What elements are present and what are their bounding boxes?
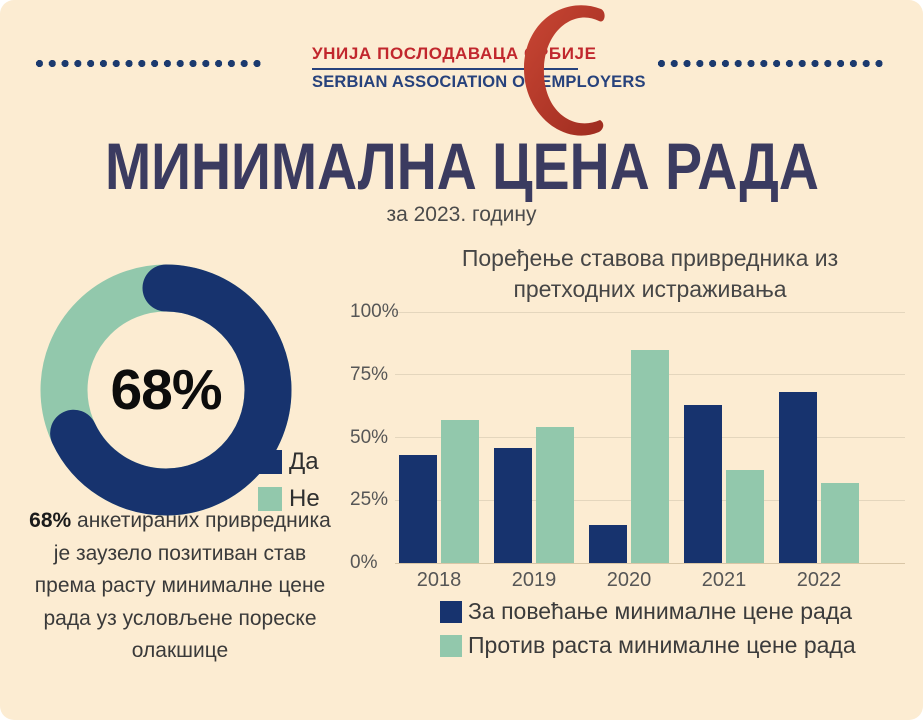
bar xyxy=(536,427,574,563)
x-tick-label: 2018 xyxy=(416,569,462,591)
donut-svg xyxy=(40,264,292,516)
legend-swatch xyxy=(258,450,282,474)
legend-label: За повећање минималне цене рада xyxy=(468,598,853,624)
bar-chart-legend: За повећање минималне цене рада Против ра… xyxy=(440,598,856,666)
donut-description-bold: 68% xyxy=(29,509,72,532)
y-tick-label: 0% xyxy=(350,552,378,573)
bar-chart: 0% 25% 50% 75% 100% 2018 2019 2020 2021 2022 xyxy=(350,300,910,595)
legend-label: Не xyxy=(289,485,320,512)
page-subtitle: за 2023. годину xyxy=(386,203,537,226)
donut-center-value: 68% xyxy=(110,358,222,422)
x-tick-label: 2019 xyxy=(511,569,557,591)
x-tick-label: 2021 xyxy=(701,569,747,591)
chart-legend-item: Против раста минималне цене рада xyxy=(440,632,856,659)
legend-swatch xyxy=(258,487,282,511)
x-tick-label: 2020 xyxy=(606,569,652,591)
bar xyxy=(589,525,627,563)
donut-legend-item: Да xyxy=(258,448,320,476)
bar-group-2022 xyxy=(779,312,859,563)
chart-legend-item: За повећање минималне цене рада xyxy=(440,598,856,625)
legend-swatch xyxy=(440,634,462,657)
bar-plot: 0% 25% 50% 75% 100% xyxy=(350,302,905,573)
donut-chart: 68% xyxy=(38,262,294,518)
bar-group-2021 xyxy=(684,312,764,563)
crescent-logo-icon xyxy=(523,5,605,136)
bar xyxy=(726,470,764,563)
dotted-divider-right xyxy=(657,59,886,68)
donut-description: 68% анкетираних привредника је заузело п… xyxy=(24,505,336,668)
bar-group-2019 xyxy=(494,312,574,563)
bar xyxy=(779,392,817,563)
legend-swatch xyxy=(440,600,462,623)
donut-legend: Да Не xyxy=(258,448,320,522)
bar-group-2018 xyxy=(399,312,479,563)
x-axis-labels: 2018 2019 2020 2021 2022 xyxy=(399,569,859,592)
bar xyxy=(684,404,722,563)
org-logo-text: УНИЈА ПОСЛОДАВАЦА СРБИЈЕ SERBIAN ASSOCIA… xyxy=(312,44,646,92)
donut-legend-item: Не xyxy=(258,485,320,513)
dotted-divider-left xyxy=(35,59,264,68)
donut-description-text: анкетираних привредника је заузело позит… xyxy=(34,509,331,663)
donut-arc-yes xyxy=(40,264,292,516)
x-tick-label: 2022 xyxy=(796,569,842,591)
logo-divider xyxy=(312,68,578,70)
bar xyxy=(494,447,532,563)
bar-group-2020 xyxy=(589,312,669,563)
bar xyxy=(441,419,479,563)
gridline xyxy=(395,562,905,564)
page-title-text: МИНИМАЛНА ЦЕНА РАДА xyxy=(104,129,819,203)
bar xyxy=(399,455,437,563)
bar xyxy=(821,482,859,563)
gridline xyxy=(395,311,905,313)
bar xyxy=(631,349,669,563)
legend-label: Против раста минималне цене рада xyxy=(468,632,856,658)
y-tick-label: 25% xyxy=(350,489,389,511)
y-tick-label: 50% xyxy=(350,426,389,448)
org-name-english: SERBIAN ASSOCIATION OF EMPLOYERS xyxy=(312,73,646,91)
y-tick-label: 100% xyxy=(350,301,399,322)
page-title: МИНИМАЛНА ЦЕНА РАДА xyxy=(0,133,923,199)
bar-chart-title: Поређење ставова привредника из претходн… xyxy=(461,245,839,303)
legend-label: Да xyxy=(289,448,319,475)
bar-groups xyxy=(399,312,859,563)
y-tick-label: 75% xyxy=(350,363,389,385)
